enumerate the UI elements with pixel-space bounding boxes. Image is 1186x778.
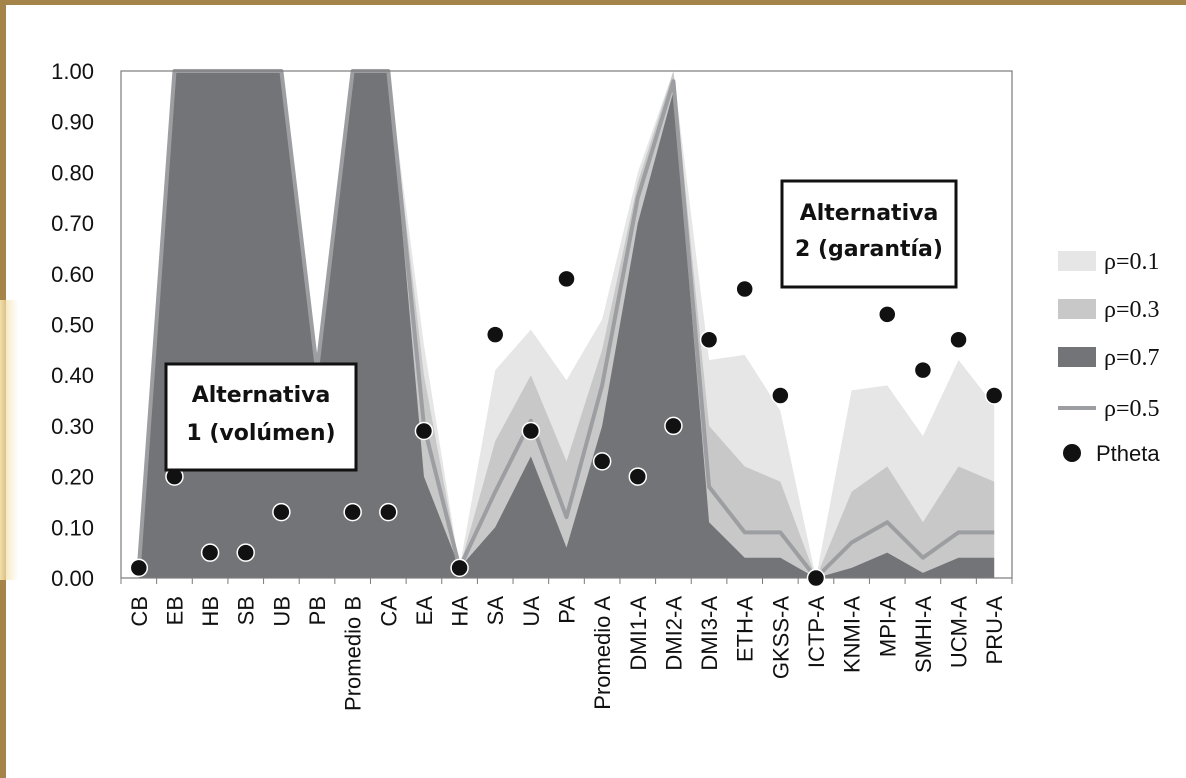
y-tick-label: 0.90 (51, 110, 94, 135)
y-tick-label: 0.70 (51, 211, 94, 236)
y-tick-label: 0.20 (51, 465, 94, 490)
ptheta-point-smhi-a (913, 360, 933, 380)
ptheta-point-dmi3-a (699, 330, 719, 349)
legend-swatch-ptheta (1063, 444, 1081, 462)
x-tick-label-knmi-a: KNMI-A (840, 596, 865, 673)
x-tick-label-ictp-a: ICTP-A (804, 596, 829, 668)
side-accent-decoration (0, 300, 18, 580)
ptheta-point-dmi1-a (628, 467, 648, 486)
ptheta-point-gkss-a (771, 386, 790, 405)
x-tick-label-ua: UA (519, 596, 544, 627)
x-tick-label-ub: UB (269, 596, 294, 627)
ptheta-point-sa (485, 325, 505, 344)
x-tick-label-sb: SB (234, 596, 259, 625)
y-tick-label: 0.10 (51, 515, 94, 540)
legend-swatch-rho-0-3 (1058, 299, 1096, 319)
legend-swatch-rho-0-7 (1058, 347, 1096, 367)
x-tick-label-dmi1-a: DMI1-A (626, 596, 651, 671)
y-tick-label: 0.40 (51, 363, 94, 388)
annotation-alt2-line2: 2 (garantía) (795, 237, 943, 262)
y-tick-label: 0.80 (51, 160, 94, 185)
ptheta-point-hb (200, 543, 220, 562)
annotation-alt2-box (780, 179, 958, 289)
scatter-points (129, 269, 1004, 588)
x-tick-label-eth-a: ETH-A (733, 596, 758, 662)
y-tick-label: 0.50 (51, 313, 94, 338)
annotation-alt1: Alternativa 1 (volúmen) (164, 362, 358, 472)
ptheta-point-ca (379, 502, 398, 522)
ptheta-point-promedio-b (343, 502, 362, 522)
x-tick-label-hb: HB (198, 596, 223, 627)
ptheta-point-ea (414, 421, 434, 441)
y-tick-label: 0.60 (51, 262, 94, 287)
legend-label-rho-0-3: ρ=0.3 (1104, 297, 1160, 323)
x-tick-labels: CB EB HB SB UB PB Promedio B CA EA HA SA UA PA Promed… (127, 596, 1007, 711)
x-tick-label-pb: PB (305, 596, 330, 625)
x-tick-label-gkss-a: GKSS-A (768, 596, 793, 679)
legend-label-ptheta: Ptheta (1096, 441, 1160, 466)
ptheta-point-sb (236, 543, 255, 562)
x-tick-label-dmi2-a: DMI2-A (661, 596, 686, 671)
x-tick-label-sa: SA (483, 596, 508, 626)
ptheta-point-ha (450, 558, 469, 578)
legend: ρ=0.1 ρ=0.3 ρ=0.7 ρ=0.5 Ptheta (1058, 249, 1160, 466)
annotation-alt1-box (164, 362, 358, 472)
axes (120, 70, 1013, 584)
x-tick-label-pru-a: PRU-A (982, 596, 1007, 665)
ptheta-point-pru-a (984, 386, 1004, 405)
ptheta-point-dmi2-a (664, 416, 683, 436)
x-tick-label-promedio-b: Promedio B (341, 596, 366, 711)
y-tick-label: 1.00 (51, 59, 94, 84)
ptheta-point-cb (129, 558, 149, 578)
x-tick-label-ca: CA (376, 596, 401, 627)
x-tick-label-eb: EB (162, 596, 187, 625)
x-tick-label-promedio-a: Promedio A (590, 596, 615, 710)
plot-area-border (120, 70, 1013, 579)
x-tick-label-pa: PA (555, 596, 580, 624)
legend-swatch-rho-0-1 (1058, 251, 1096, 271)
legend-label-rho-0-5: ρ=0.5 (1104, 396, 1160, 422)
annotation-alt1-line1: Alternativa (192, 383, 331, 408)
ptheta-point-pa (557, 269, 576, 289)
ptheta-point-promedio-a (592, 452, 612, 471)
x-tick-label-ha: HA (448, 596, 473, 627)
x-tick-label-mpi-a: MPI-A (875, 596, 900, 657)
x-tick-label-ucm-a: UCM-A (947, 596, 972, 668)
ptheta-point-eth-a (735, 279, 754, 299)
y-tick-label: 0.00 (51, 566, 94, 591)
x-tick-label-cb: CB (127, 596, 152, 627)
annotation-alt2: Alternativa 2 (garantía) (780, 179, 958, 289)
x-tick-label-ea: EA (412, 596, 437, 626)
x-tick-label-smhi-a: SMHI-A (911, 596, 936, 673)
annotation-alt1-line2: 1 (volúmen) (186, 421, 335, 446)
ptheta-point-ictp-a (806, 568, 826, 588)
ptheta-point-ub (272, 502, 291, 522)
area-layers (138, 71, 995, 578)
x-tick-label-dmi3-a: DMI3-A (697, 596, 722, 671)
annotation-alt2-line1: Alternativa (800, 201, 939, 226)
legend-label-rho-0-7: ρ=0.7 (1104, 345, 1160, 371)
ptheta-point-mpi-a (878, 305, 897, 324)
ptheta-point-ua (521, 421, 541, 441)
ptheta-point-ucm-a (949, 330, 968, 349)
y-tick-labels: 0.00 0.10 0.20 0.30 0.40 0.50 0.60 0.70 0.80 0.90… (51, 59, 94, 591)
legend-label-rho-0-1: ρ=0.1 (1104, 249, 1160, 275)
y-tick-label: 0.30 (51, 414, 94, 439)
